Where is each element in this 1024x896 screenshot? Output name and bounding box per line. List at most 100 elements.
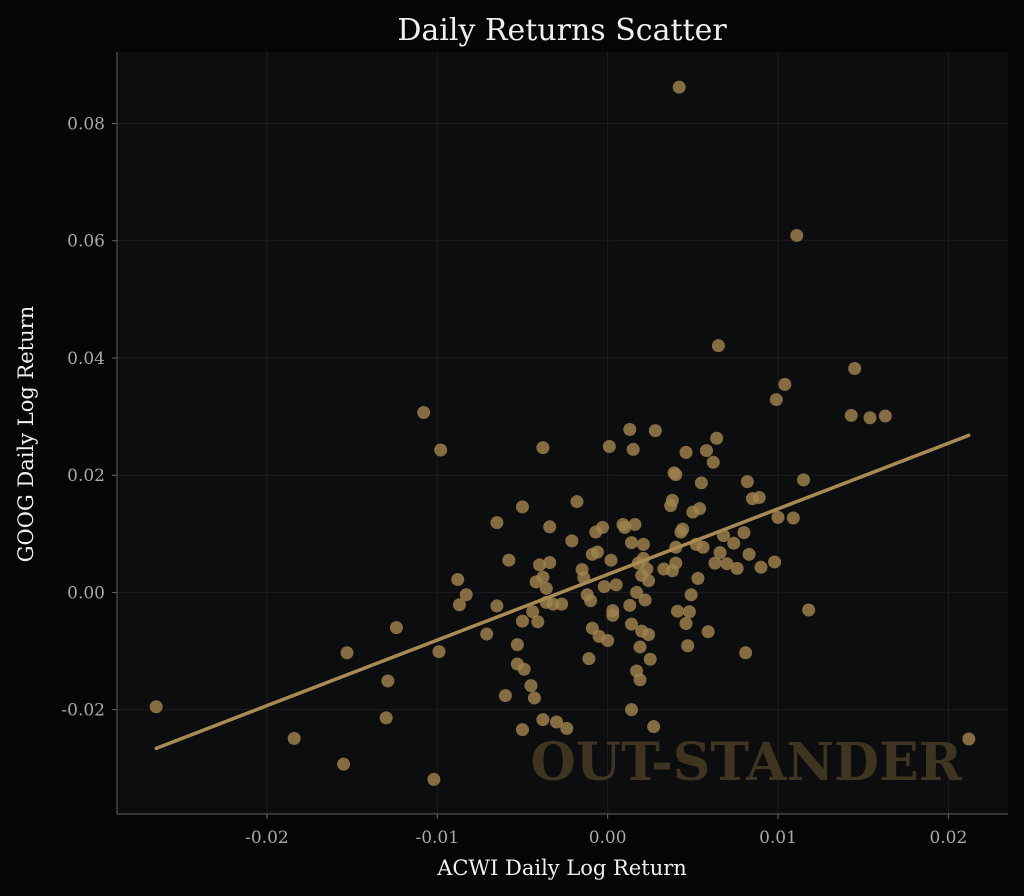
y-axis-ticks: -0.02 0.00 0.02 0.04 0.06 0.08: [61, 115, 117, 721]
x-tick-label: -0.02: [245, 828, 289, 848]
data-point: [389, 621, 403, 635]
data-point: [451, 573, 465, 587]
data-point: [752, 490, 766, 504]
data-point: [459, 588, 473, 602]
data-point: [565, 534, 579, 548]
data-point: [550, 715, 564, 729]
data-point: [609, 578, 623, 592]
data-point: [636, 537, 650, 551]
x-axis-ticks: -0.02 -0.01 0.00 0.01 0.02: [245, 814, 967, 848]
data-point: [502, 553, 516, 567]
x-tick-label: 0.00: [589, 828, 627, 848]
data-point: [701, 625, 715, 639]
data-point: [515, 614, 529, 628]
data-point: [699, 444, 713, 458]
data-point: [379, 711, 393, 725]
data-point: [740, 475, 754, 489]
data-point: [863, 411, 877, 425]
data-point: [684, 588, 698, 602]
y-tick-label: -0.02: [61, 701, 105, 721]
data-point: [536, 570, 550, 584]
data-point: [720, 557, 734, 571]
data-point: [536, 441, 550, 455]
data-point: [643, 652, 657, 666]
data-point: [669, 556, 683, 570]
data-point: [786, 511, 800, 525]
data-point: [490, 599, 504, 613]
data-point: [648, 424, 662, 438]
data-point: [694, 476, 708, 490]
data-point: [628, 517, 642, 531]
data-point: [584, 594, 598, 608]
data-point: [340, 646, 354, 660]
data-point: [480, 627, 494, 641]
data-point: [149, 700, 163, 714]
data-point: [626, 442, 640, 456]
data-point: [427, 772, 441, 786]
x-tick-label: 0.02: [929, 828, 967, 848]
data-point: [679, 445, 693, 459]
data-point: [543, 520, 557, 534]
data-point: [490, 516, 504, 530]
data-point: [624, 617, 638, 631]
data-point: [624, 703, 638, 717]
data-point: [693, 502, 707, 516]
data-point: [543, 556, 557, 570]
data-point: [555, 597, 569, 611]
data-point: [533, 558, 547, 572]
data-point: [434, 443, 448, 457]
data-point: [665, 493, 679, 507]
chart-title: Daily Returns Scatter: [397, 13, 727, 48]
data-point: [844, 408, 858, 422]
data-point: [802, 603, 816, 617]
data-point: [727, 536, 741, 550]
data-point: [381, 674, 395, 688]
data-point: [737, 526, 751, 540]
plot-area: [117, 52, 1008, 814]
x-axis-label: ACWI Daily Log Return: [436, 856, 687, 880]
data-point: [730, 561, 744, 575]
data-point: [539, 581, 553, 595]
data-point: [623, 422, 637, 436]
y-tick-label: 0.08: [67, 115, 105, 135]
data-point: [681, 639, 695, 653]
y-tick-label: 0.06: [67, 232, 105, 252]
y-axis-label: GOOG Daily Log Return: [14, 306, 38, 562]
data-point: [606, 608, 620, 622]
data-point: [691, 571, 705, 585]
data-point: [287, 731, 301, 745]
data-point: [713, 546, 727, 560]
data-point: [769, 393, 783, 407]
y-tick-label: 0.02: [67, 466, 105, 486]
data-point: [679, 617, 693, 630]
data-point: [878, 409, 892, 423]
data-point: [590, 545, 604, 559]
data-point: [670, 604, 684, 618]
data-point: [582, 652, 596, 666]
data-point: [624, 536, 638, 550]
data-point: [517, 662, 531, 676]
data-point: [560, 721, 574, 735]
data-point: [498, 689, 512, 703]
data-point: [642, 574, 656, 588]
data-point: [962, 732, 976, 746]
watermark: OUT-STANDER: [530, 732, 962, 793]
data-point: [682, 605, 696, 619]
data-point: [676, 522, 690, 536]
data-point: [669, 468, 683, 482]
data-point: [570, 495, 584, 509]
data-point: [618, 520, 632, 534]
data-point: [527, 691, 541, 705]
data-point: [742, 547, 756, 561]
x-tick-label: 0.01: [759, 828, 797, 848]
data-points: [149, 80, 976, 786]
data-point: [630, 585, 644, 599]
data-point: [417, 405, 431, 419]
data-point: [633, 640, 647, 654]
data-point: [672, 80, 686, 94]
data-point: [771, 510, 785, 524]
data-point: [510, 638, 524, 652]
data-point: [597, 580, 611, 594]
data-point: [640, 562, 654, 576]
